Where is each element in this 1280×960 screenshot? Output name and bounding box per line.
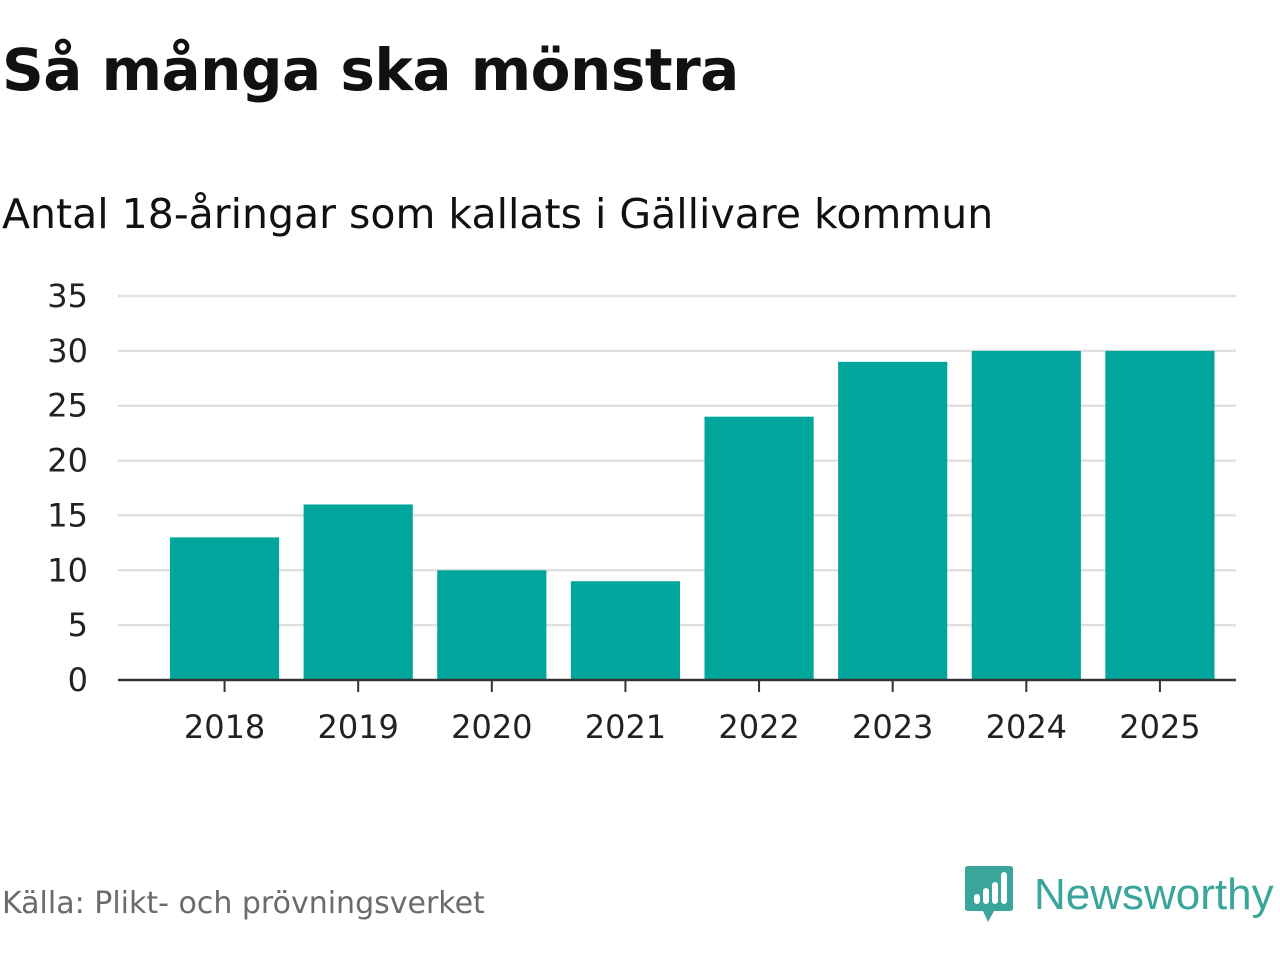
x-tick-label: 2023 [852, 708, 933, 746]
y-tick-label: 10 [47, 551, 88, 589]
bar-2019 [303, 504, 413, 680]
source-note: Källa: Plikt- och prövningsverket [2, 886, 485, 921]
x-tick-label: 2022 [718, 708, 799, 746]
bar-2022 [704, 416, 814, 680]
y-tick-label: 25 [47, 387, 88, 425]
bar-2018 [169, 537, 280, 680]
bar-2020 [437, 570, 547, 680]
newsworthy-logo-icon [965, 866, 1013, 922]
x-axis [118, 678, 1236, 692]
chart-title: Så många ska mönstra [2, 36, 739, 104]
bar-2024 [971, 350, 1081, 680]
x-tick-label: 2018 [184, 708, 265, 746]
y-tick-label: 0 [68, 661, 88, 699]
bar-2025 [1105, 350, 1215, 680]
y-axis-ticks: 0 5 10 15 20 25 30 35 [47, 277, 88, 699]
x-tick-label: 2020 [451, 708, 532, 746]
x-tick-label: 2024 [986, 708, 1067, 746]
bar-2021 [570, 581, 681, 680]
x-tick-label: 2019 [317, 708, 398, 746]
bar-2023 [838, 361, 948, 680]
y-tick-label: 5 [68, 606, 88, 644]
chart-subtitle: Antal 18-åringar som kallats i Gällivare… [2, 190, 994, 238]
y-tick-label: 30 [47, 332, 88, 370]
bars [169, 350, 1215, 680]
x-tick-label: 2025 [1119, 708, 1200, 746]
y-tick-label: 35 [47, 277, 88, 315]
x-tick-label: 2021 [585, 708, 666, 746]
y-tick-label: 15 [47, 496, 88, 534]
brand-name: Newsworthy [1034, 870, 1274, 919]
brand-logo[interactable]: Newsworthy [964, 864, 1274, 926]
y-tick-label: 20 [47, 442, 88, 480]
x-axis-ticks: 2018 2019 2020 2021 2022 2023 2024 2025 [184, 708, 1201, 746]
